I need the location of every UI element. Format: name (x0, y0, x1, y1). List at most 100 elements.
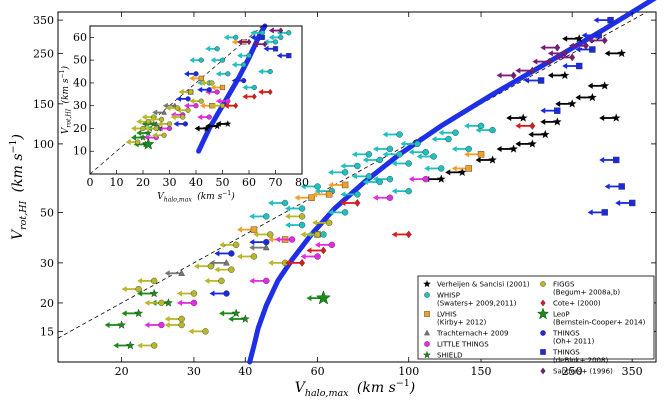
upper-limit-arrowhead (587, 37, 593, 44)
upper-limit-arrowhead (496, 72, 502, 79)
data-point (354, 162, 361, 170)
upper-limit-arrowhead (137, 290, 143, 297)
data-point (281, 199, 289, 207)
legend-marker (540, 367, 546, 375)
upper-limit-arrowhead (562, 63, 568, 70)
upper-limit-arrowhead (451, 165, 457, 172)
upper-limit-arrowhead (276, 52, 282, 59)
upper-limit-arrowhead (253, 231, 259, 238)
data-point (489, 126, 496, 134)
legend-label: LeoP (553, 311, 570, 319)
inset-data-point (233, 34, 239, 40)
upper-limit-arrowhead (236, 253, 242, 260)
legend-label: (Swaters+ 2009,2011) (437, 300, 517, 308)
upper-limit-arrowhead (199, 79, 205, 86)
upper-limit-arrowhead (268, 199, 274, 206)
one-to-one-line (57, 11, 648, 339)
upper-limit-arrowhead (391, 160, 397, 167)
data-point (452, 129, 459, 136)
legend-label: Cote+ (2000) (553, 300, 601, 308)
data-point (190, 290, 198, 297)
data-point (430, 153, 437, 160)
legend-label: FIGGS (553, 281, 575, 289)
upper-limit-arrowhead (237, 38, 242, 45)
legend-label: THINGS (552, 330, 580, 338)
data-point (575, 62, 583, 70)
legend-marker (424, 292, 430, 298)
data-point (457, 167, 467, 177)
data-point (298, 205, 306, 212)
data-point (263, 238, 270, 246)
inset-data-point (267, 68, 273, 75)
inset-data-point (219, 57, 226, 63)
data-point (299, 258, 306, 267)
upper-limit-arrowhead (197, 79, 203, 86)
data-point (263, 277, 270, 285)
upper-limit-arrowhead (285, 222, 291, 229)
inset-dashed-line (89, 25, 263, 175)
upper-limit-arrowhead (189, 57, 195, 64)
upper-limit-arrowhead (506, 114, 512, 121)
upper-limit-arrowhead (496, 145, 502, 152)
data-point (365, 151, 373, 158)
inset-data-point (149, 120, 158, 127)
inset-data-point (259, 34, 265, 40)
upper-limit-arrowhead (250, 34, 256, 41)
upper-limit-arrowhead (137, 342, 143, 349)
upper-limit-arrowhead (314, 188, 320, 195)
upper-limit-arrowhead (121, 286, 127, 293)
inset-data-point (182, 121, 189, 127)
data-point (611, 113, 621, 122)
upper-limit-arrowhead (184, 102, 189, 109)
upper-limit-arrowhead (214, 250, 220, 257)
data-point (250, 253, 258, 260)
inset-data-point (233, 102, 239, 109)
upper-limit-arrowhead (372, 194, 378, 201)
inset-data-point (135, 139, 141, 145)
data-point (231, 308, 241, 318)
one-to-one-dashed-line (57, 11, 648, 339)
data-point (134, 308, 144, 318)
inset-data-point (272, 46, 279, 52)
upper-limit-arrowhead (237, 52, 242, 59)
upper-limit-arrowhead (587, 209, 593, 216)
upper-limit-arrowhead (300, 253, 306, 260)
legend-label: (Oh+ 2011) (553, 338, 595, 346)
upper-limit-arrowhead (219, 310, 225, 317)
data-point (150, 342, 158, 349)
upper-limit-arrowhead (268, 27, 274, 34)
legend-label: LITTLE THINGS (437, 341, 489, 349)
data-point (232, 241, 240, 249)
upper-limit-arrowhead (199, 102, 205, 109)
data-point (438, 165, 445, 172)
inset-data-point (246, 52, 252, 59)
upper-limit-arrowhead (113, 342, 119, 349)
upper-limit-arrowhead (215, 70, 221, 77)
main-y-axis-title: Vrot,HI(km s−1) (8, 134, 29, 240)
upper-limit-arrowhead (464, 151, 470, 158)
legend-marker (423, 350, 431, 359)
data-point (436, 174, 446, 183)
inset-data-point (286, 53, 292, 59)
data-point (569, 53, 576, 62)
inset-data-point (142, 137, 155, 150)
upper-limit-arrowhead (125, 139, 131, 146)
data-point (163, 298, 173, 307)
legend-box (417, 275, 655, 360)
y-tick-label: 150 (33, 98, 54, 111)
data-point (560, 70, 570, 80)
upper-limit-arrowhead (464, 122, 470, 129)
inset-x-tick-label: 80 (295, 176, 309, 189)
inset-x-tick-label: 40 (189, 176, 203, 189)
upper-limit-arrowhead (136, 130, 142, 137)
upper-limit-arrowhead (340, 162, 346, 169)
upper-limit-arrowhead (170, 114, 176, 121)
inset-data-point (144, 129, 152, 137)
upper-limit-arrowhead (209, 290, 215, 297)
inset-data-point (214, 89, 220, 95)
upper-limit-arrowhead (294, 194, 300, 201)
legend-label: (Bernstein-Cooper+ 2014) (553, 319, 646, 327)
upper-limit-arrowhead (555, 100, 561, 107)
